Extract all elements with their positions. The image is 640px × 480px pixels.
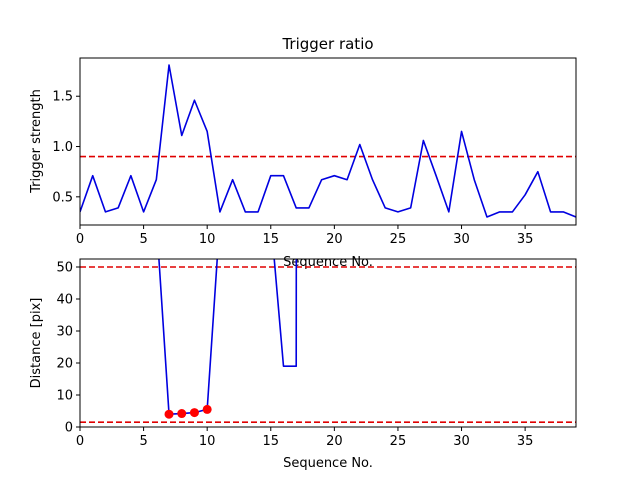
distance-chart: 0 5 10 15 20 25 30 35 0 10 20 30 40 50 Sequence No. D… [29,258,577,471]
y-tick-label: 0.5 [52,190,73,205]
x-tick-label: 15 [262,434,279,449]
x-tick-label: 35 [517,434,534,449]
plot-frame [79,258,577,428]
y-tick-label: 20 [56,357,73,372]
x-tick-label: 0 [76,232,84,247]
chart-title: Trigger ratio [281,35,373,53]
y-tick-label: 0 [65,421,73,436]
x-tick-label: 35 [517,232,534,247]
data-point-marker [189,408,199,418]
x-tick-label: 0 [76,434,84,449]
data-point-marker [202,404,212,414]
y-tick-label: 1.0 [52,140,73,155]
x-axis-label: Sequence No. [283,456,373,471]
y-tick-label: 50 [56,261,73,276]
x-tick-label: 30 [453,434,470,449]
x-tick-label: 25 [390,232,407,247]
x-tick-label: 5 [139,434,147,449]
y-tick-label: 1.5 [52,90,73,105]
x-tick-label: 15 [262,232,279,247]
x-tick-label: 10 [199,434,216,449]
y-axis-label: Distance [pix] [29,298,44,389]
x-tick-label: 30 [453,232,470,247]
y-axis-label: Trigger strength [29,89,44,194]
x-tick-label: 10 [199,232,216,247]
series-line [158,259,298,416]
x-tick-label: 20 [326,232,343,247]
y-tick-label: 40 [56,293,73,308]
trigger-ratio-chart: Trigger ratio 0 5 10 15 20 25 30 350.51.01.5 Se… [29,35,577,270]
x-tick-label: 5 [139,232,147,247]
data-point-marker [177,409,187,419]
x-tick-label: 20 [326,434,343,449]
x-tick-label: 25 [390,434,407,449]
series-line [80,64,576,218]
plot-frame [79,57,577,226]
y-tick-label: 30 [56,325,73,340]
data-point-marker [164,409,174,419]
y-tick-label: 10 [56,389,73,404]
